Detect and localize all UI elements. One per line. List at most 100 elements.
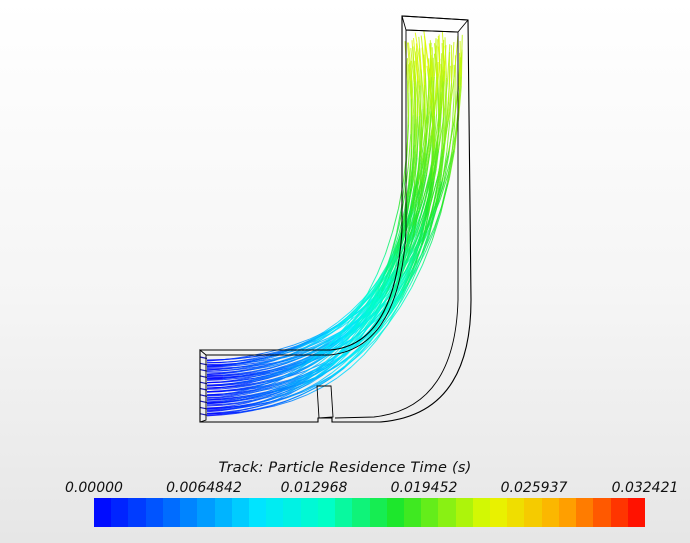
particle-track-segment <box>221 371 238 375</box>
particle-track-segment <box>321 334 337 345</box>
particle-track-segment <box>448 119 455 152</box>
particle-track-segment <box>206 384 220 386</box>
particle-track-segment <box>206 368 220 371</box>
particle-track-segment <box>236 380 252 384</box>
particle-track-segment <box>295 377 310 386</box>
particle-track-segment <box>287 346 303 353</box>
colorbar-segment <box>335 498 353 527</box>
particle-track-segment <box>316 331 330 342</box>
particle-track-segment <box>220 385 235 388</box>
particle-track-segment <box>368 290 379 310</box>
particle-track-segment <box>365 294 376 312</box>
particle-track-segment <box>376 276 387 297</box>
particle-track-segment <box>206 377 224 380</box>
particle-track-segment <box>286 393 303 402</box>
particle-track-segment <box>358 331 372 345</box>
particle-track-segment <box>206 375 224 377</box>
particle-track-segment <box>319 359 334 372</box>
particle-track-segment <box>309 374 324 384</box>
particle-track-segment <box>246 395 261 400</box>
particle-track-segment <box>410 157 414 190</box>
colorbar <box>94 498 645 527</box>
particle-track-segment <box>219 367 233 370</box>
colorbar-segment <box>352 498 370 527</box>
particle-track-segment <box>412 180 418 209</box>
particle-track-segment <box>247 365 263 370</box>
particle-track-segment <box>429 187 438 218</box>
particle-track-segment <box>322 364 337 376</box>
particle-track-segment <box>392 223 401 249</box>
particle-track-segment <box>312 338 328 346</box>
particle-track-segment <box>439 174 449 200</box>
particle-track-segment <box>281 364 297 370</box>
particle-track-segment <box>273 392 288 399</box>
particle-track-segment <box>206 413 224 416</box>
particle-track-segment <box>206 412 221 415</box>
particle-track-segment <box>276 388 292 397</box>
particle-track-segment <box>319 364 335 376</box>
particle-track-segment <box>271 377 286 385</box>
particle-track-segment <box>429 77 434 116</box>
particle-track-segment <box>412 197 421 226</box>
particle-track-segment <box>259 356 275 361</box>
particle-track-segment <box>419 160 423 192</box>
particle-track-segment <box>357 341 371 357</box>
particle-track-segment <box>412 225 422 250</box>
particle-track-segment <box>370 298 382 317</box>
particle-track-segment <box>222 376 239 380</box>
particle-track-segment <box>363 290 376 308</box>
particle-track-segment <box>457 76 462 116</box>
particle-track-segment <box>398 260 408 283</box>
particle-track-segment <box>412 46 416 87</box>
particle-track-segment <box>321 355 337 368</box>
particle-track-segment <box>291 384 307 394</box>
particle-track-segment <box>372 274 384 290</box>
particle-track-segment <box>396 253 407 276</box>
particle-track-segment <box>306 366 323 378</box>
particle-track-segment <box>440 182 448 208</box>
particle-track-segment <box>220 398 236 402</box>
colorbar-segment <box>145 498 163 527</box>
particle-track-segment <box>206 414 223 417</box>
particle-track-segment <box>369 319 381 336</box>
particle-track-segment <box>410 98 413 134</box>
particle-track-segment <box>419 119 422 152</box>
particle-track-segment <box>221 388 237 392</box>
particle-track-segment <box>430 175 439 204</box>
particle-track-segment <box>299 346 315 353</box>
particle-track-segment <box>238 378 254 382</box>
particle-track-segment <box>247 397 263 404</box>
particle-track-segment <box>297 360 312 371</box>
particle-track-segment <box>290 372 305 381</box>
particle-track-segment <box>429 194 437 222</box>
particle-track-segment <box>302 382 318 392</box>
particle-track-segment <box>247 389 263 395</box>
colorbar-segment <box>490 498 508 527</box>
particle-track-segment <box>281 384 296 393</box>
particle-track-segment <box>268 360 285 367</box>
particle-track-segment <box>333 351 348 365</box>
particle-track-segment <box>420 35 426 73</box>
particle-track-segment <box>445 102 450 136</box>
particle-track-segment <box>420 182 429 208</box>
particle-track-segment <box>401 268 412 291</box>
particle-track-segment <box>361 308 373 326</box>
particle-track-segment <box>406 80 409 117</box>
particle-track-segment <box>263 374 278 380</box>
particle-track-segment <box>296 340 314 348</box>
particle-track-segment <box>412 144 416 172</box>
particle-track-segment <box>424 84 426 121</box>
particle-track-segment <box>407 58 410 93</box>
particle-track-segment <box>446 44 451 83</box>
particle-track-segment <box>336 338 349 353</box>
particle-track-segment <box>435 182 443 210</box>
particle-track-segment <box>288 354 305 361</box>
particle-track-segment <box>355 311 367 327</box>
particle-track-segment <box>376 253 386 275</box>
particle-track-segment <box>305 370 321 382</box>
particle-track-segment <box>223 396 241 400</box>
particle-track-segment <box>377 270 387 291</box>
particle-track-segment <box>287 379 302 387</box>
colorbar-segment <box>627 498 645 527</box>
particle-track-segment <box>344 355 358 369</box>
